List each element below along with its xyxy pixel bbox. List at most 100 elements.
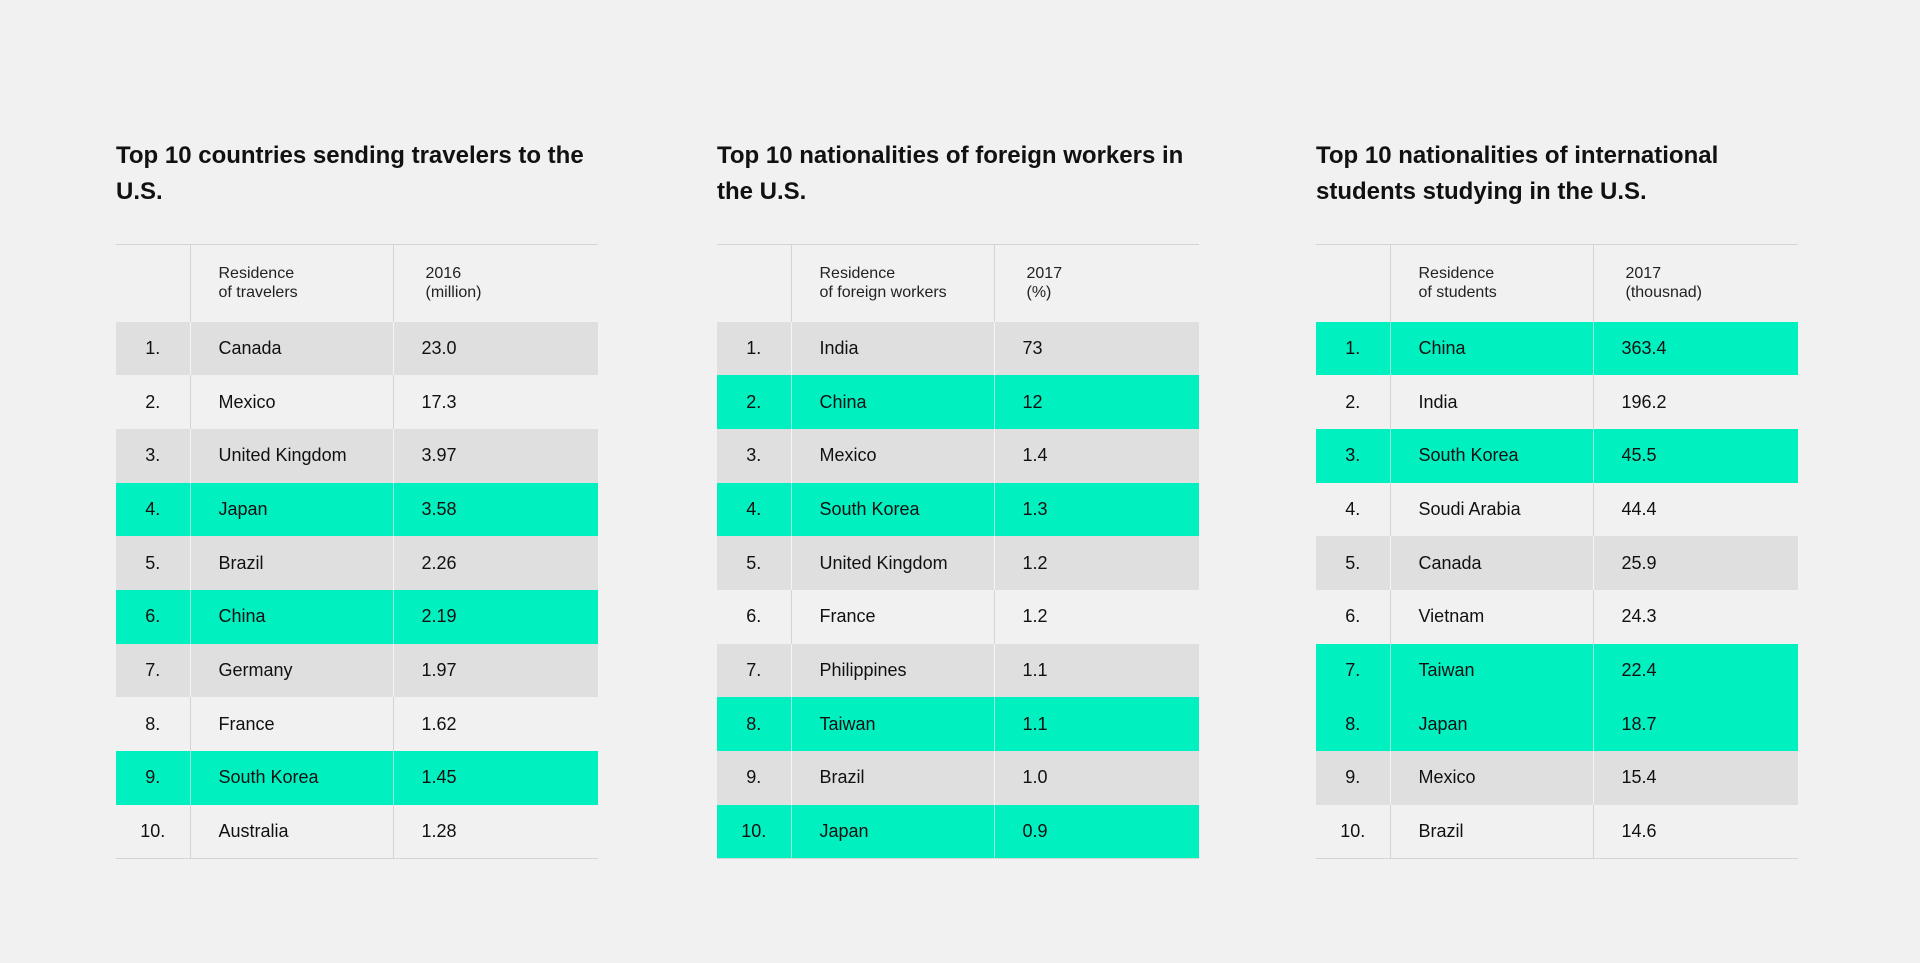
value-header: 2016 (million) [392,244,598,322]
country-cell: China [190,589,394,644]
value-cell: 45.5 [1621,445,1657,466]
rank-cell: 7. [717,643,792,698]
rank-cell: 8. [1316,697,1391,751]
value-cell: 3.58 [421,498,457,519]
rank-cell: 5. [1316,536,1391,590]
country-cell: Brazil [190,536,394,590]
table-row: 2. India 196.2 [1316,375,1798,429]
table-row: 1. Canada 23.0 [116,321,598,376]
rank-cell: 3. [116,428,191,483]
value-cell: 15.4 [1621,767,1657,788]
table-header-row: Residence of travelers 2016 (million) [116,244,598,322]
workers-title: Top 10 nationalities of foreign workers … [717,142,1184,205]
workers-table: Residence of foreign workers 2017 (%) 1.… [717,244,1199,859]
table-row: 10. Australia 1.28 [116,804,598,859]
country-cell: Taiwan [791,697,995,751]
country-cell: South Korea [791,482,995,537]
travelers-table: Residence of travelers 2016 (million) 1.… [116,244,598,859]
rank-cell: 10. [717,804,792,859]
table-row: 2. China 12 [717,375,1199,429]
rank-cell: 2. [1316,375,1391,429]
rank-cell: 4. [116,482,191,537]
country-header: Residence of students [1389,244,1593,322]
rank-cell: 10. [116,804,191,859]
country-cell: South Korea [1390,428,1594,483]
table-row: 5. Canada 25.9 [1316,536,1798,590]
rank-cell: 3. [1316,428,1391,483]
rank-cell: 9. [717,751,792,805]
table-row: 1. India 73 [717,321,1199,376]
value-cell: 363.4 [1621,337,1667,358]
value-cell: 3.97 [421,445,457,466]
country-header: Residence of travelers [189,244,393,322]
table-row: 8. Taiwan 1.1 [717,697,1199,751]
country-cell: Australia [190,804,394,859]
table-row: 3. United Kingdom 3.97 [116,428,598,483]
rank-cell: 9. [1316,751,1391,805]
rank-header [717,245,791,322]
value-cell: 2.19 [421,606,457,627]
rank-cell: 1. [717,321,792,376]
value-cell: 1.4 [1022,445,1048,466]
workers-panel: Top 10 nationalities of foreign workers … [717,138,1199,859]
table-row: 10. Brazil 14.6 [1316,804,1798,859]
country-cell: China [1390,321,1594,376]
rank-cell: 1. [1316,321,1391,376]
country-cell: Mexico [190,375,394,429]
country-cell: France [190,697,394,751]
table-row: 10. Japan 0.9 [717,804,1199,859]
table-row: 6. Vietnam 24.3 [1316,589,1798,644]
value-cell: 1.2 [1022,552,1048,573]
value-header: 2017 (thousnad) [1592,244,1798,322]
students-body: 1. China 363.4 2. India 196.2 3. South Korea 45.… [1316,321,1798,859]
country-cell: Vietnam [1390,589,1594,644]
table-row: 7. Germany 1.97 [116,643,598,698]
rank-header [116,245,190,322]
value-cell: 1.1 [1022,713,1048,734]
rank-cell: 9. [116,751,191,805]
value-cell: 1.1 [1022,659,1048,680]
country-cell: France [791,589,995,644]
country-cell: South Korea [190,751,394,805]
table-row: 1. China 363.4 [1316,321,1798,376]
country-header: Residence of foreign workers [790,244,994,322]
country-cell: Taiwan [1390,643,1594,698]
value-cell: 73 [1022,337,1043,358]
travelers-title: Top 10 countries sending travelers to th… [116,142,584,205]
value-cell: 1.28 [421,820,457,841]
rank-cell: 6. [1316,589,1391,644]
rank-cell: 2. [717,375,792,429]
table-row: 8. Japan 18.7 [1316,697,1798,751]
value-cell: 14.6 [1621,820,1657,841]
country-cell: Mexico [1390,751,1594,805]
value-cell: 1.62 [421,713,457,734]
table-row: 4. Soudi Arabia 44.4 [1316,482,1798,537]
value-cell: 1.3 [1022,498,1048,519]
value-cell: 2.26 [421,552,457,573]
value-cell: 44.4 [1621,498,1657,519]
table-row: 3. South Korea 45.5 [1316,428,1798,483]
country-cell: Mexico [791,428,995,483]
table-row: 6. France 1.2 [717,589,1199,644]
country-cell: China [791,375,995,429]
rank-header [1316,245,1390,322]
rank-cell: 4. [717,482,792,537]
value-cell: 18.7 [1621,713,1657,734]
table-row: 7. Taiwan 22.4 [1316,643,1798,698]
value-cell: 0.9 [1022,820,1048,841]
table-row: 9. Brazil 1.0 [717,751,1199,805]
rank-cell: 3. [717,428,792,483]
country-cell: United Kingdom [190,428,394,483]
table-row: 4. South Korea 1.3 [717,482,1199,537]
table-row: 7. Philippines 1.1 [717,643,1199,698]
value-cell: 23.0 [421,337,457,358]
table-row: 5. United Kingdom 1.2 [717,536,1199,590]
students-panel: Top 10 nationalities of international st… [1316,138,1798,859]
country-cell: Brazil [791,751,995,805]
table-row: 6. China 2.19 [116,589,598,644]
rank-cell: 7. [1316,643,1391,698]
rank-cell: 5. [717,536,792,590]
country-cell: India [791,321,995,376]
rank-cell: 8. [116,697,191,751]
rank-cell: 4. [1316,482,1391,537]
